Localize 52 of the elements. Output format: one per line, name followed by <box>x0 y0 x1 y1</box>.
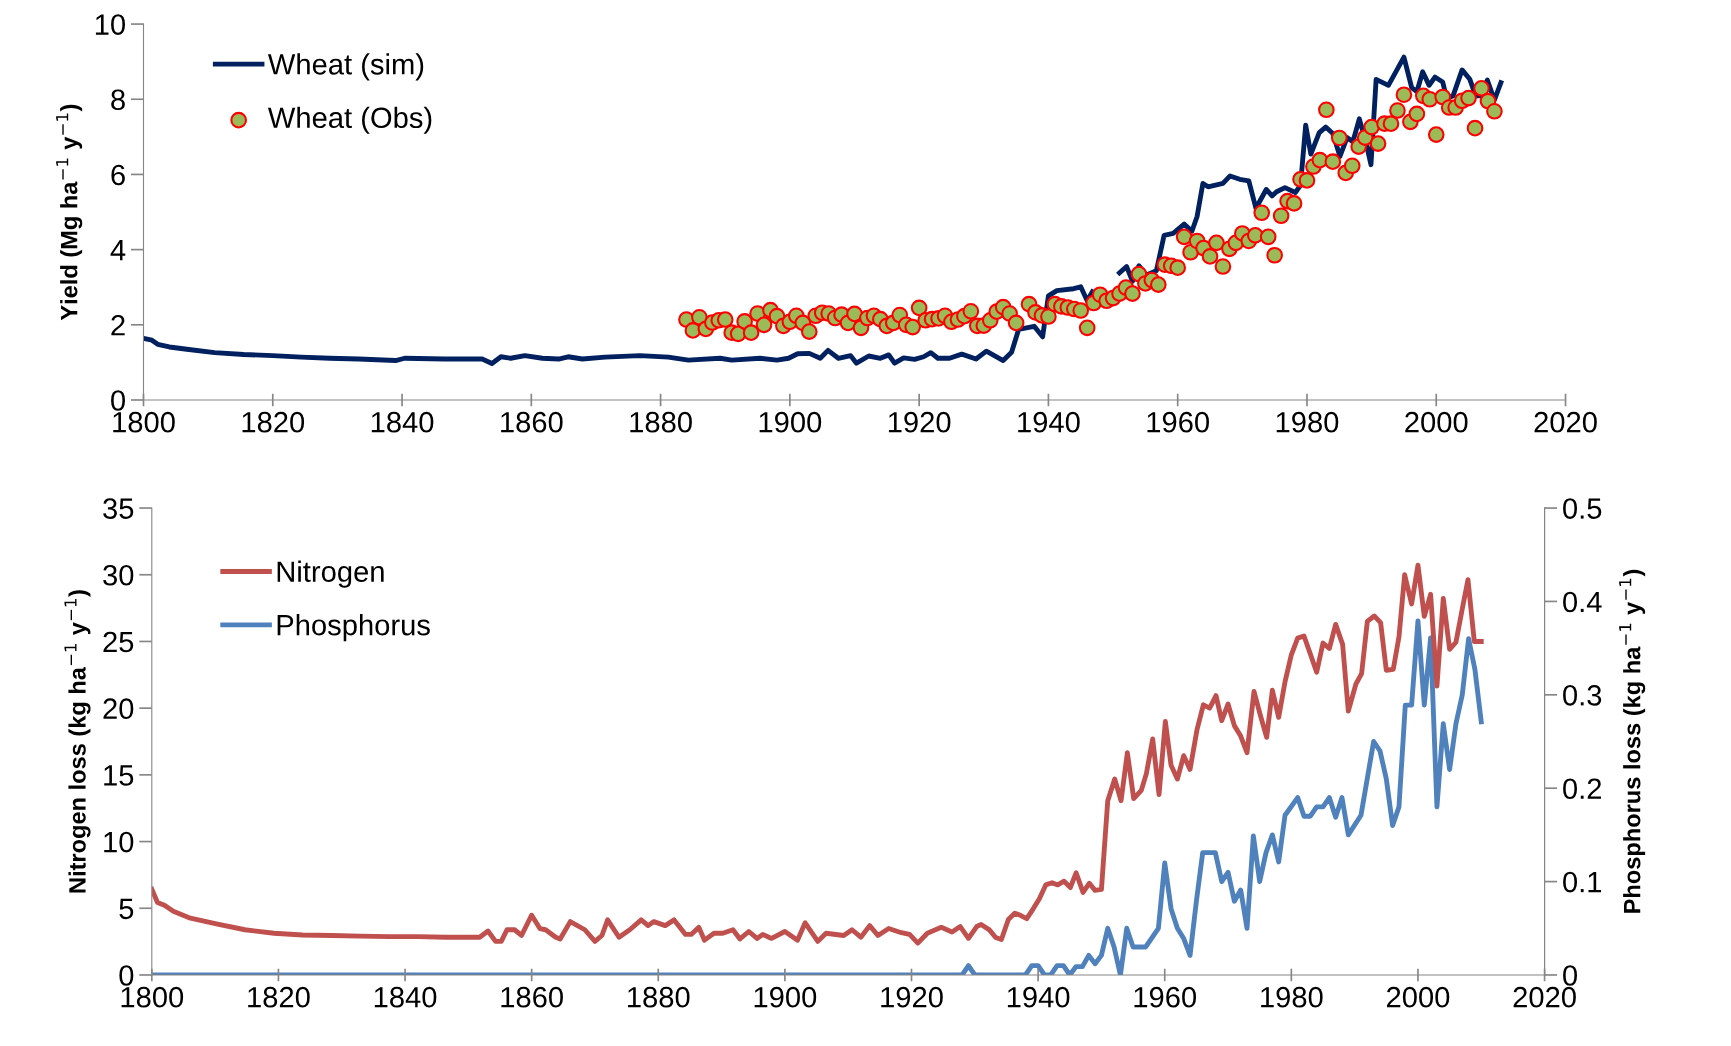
x-tick-label: 2020 <box>1513 986 1576 1008</box>
y-tick-label: 20 <box>103 698 134 720</box>
x-tick-label: 1820 <box>248 986 310 1008</box>
y-axis-title: Nitrogen loss (kg ha$^{−1}$ y$^{−1}$) <box>64 590 91 893</box>
x-tick-label: 2000 <box>1386 986 1450 1008</box>
x-tick-label: 1840 <box>371 411 434 433</box>
y-tick-label: 35 <box>103 498 134 519</box>
x-tick-label: 2000 <box>1405 411 1468 433</box>
y-tick-label: 8 <box>111 89 125 111</box>
y2-tick-label: 0.4 <box>1563 591 1602 613</box>
x-tick-label: 1860 <box>501 986 563 1008</box>
x-tick-label: 1860 <box>501 411 563 433</box>
y-tick-label: 0 <box>119 965 134 986</box>
x-tick-label: 1900 <box>759 411 822 433</box>
legend-label: Nitrogen <box>277 560 384 588</box>
x-tick-label: 1800 <box>113 411 175 433</box>
y-tick-label: 10 <box>104 831 134 853</box>
y2-tick-label: 0.3 <box>1563 685 1602 706</box>
y2-tick-label: 0.1 <box>1563 871 1602 893</box>
x-tick-label: 1960 <box>1147 411 1209 433</box>
y2-tick-label: 0.2 <box>1563 778 1602 800</box>
x-tick-label: 1960 <box>1134 986 1197 1008</box>
y-tick-label: 5 <box>119 898 134 920</box>
line-series <box>151 562 1484 946</box>
x-tick-label: 1880 <box>630 411 692 433</box>
y-tick-label: 25 <box>103 631 134 653</box>
legend-label: Phosphorus <box>277 613 430 642</box>
x-tick-label: 1840 <box>374 986 437 1008</box>
y2-tick-label: 0.5 <box>1563 498 1602 519</box>
y-tick-label: 10 <box>95 14 125 35</box>
x-tick-label: 1880 <box>628 986 690 1008</box>
x-tick-label: 1900 <box>754 986 817 1008</box>
y-tick-label: 15 <box>104 765 134 786</box>
y-tick-label: 2 <box>111 315 125 336</box>
y2-tick-label: 0 <box>1563 965 1578 986</box>
y-tick-label: 30 <box>103 564 134 586</box>
x-tick-label: 1980 <box>1261 986 1323 1008</box>
y-tick-label: 0 <box>111 390 125 411</box>
x-tick-label: 1940 <box>1007 986 1070 1008</box>
x-tick-label: 1820 <box>242 411 305 433</box>
legend-label: Wheat (Obs) <box>267 106 432 134</box>
y2-axis-title: Phosphorus loss (kg ha$^{−1}$ y$^{−1}$) <box>1619 569 1646 913</box>
legend-label: Wheat (sim) <box>267 53 424 81</box>
y-tick-label: 6 <box>111 164 125 186</box>
x-tick-label: 1980 <box>1276 411 1339 433</box>
x-tick-label: 2020 <box>1534 411 1597 433</box>
y-tick-label: 4 <box>110 240 126 261</box>
x-tick-label: 1920 <box>881 986 943 1008</box>
x-tick-label: 1940 <box>1018 411 1080 433</box>
x-tick-label: 1800 <box>121 986 184 1008</box>
y-axis-title: Yield (Mg ha$^{−1}$ y$^{−1}$) <box>56 104 83 321</box>
x-tick-label: 1920 <box>888 411 951 433</box>
